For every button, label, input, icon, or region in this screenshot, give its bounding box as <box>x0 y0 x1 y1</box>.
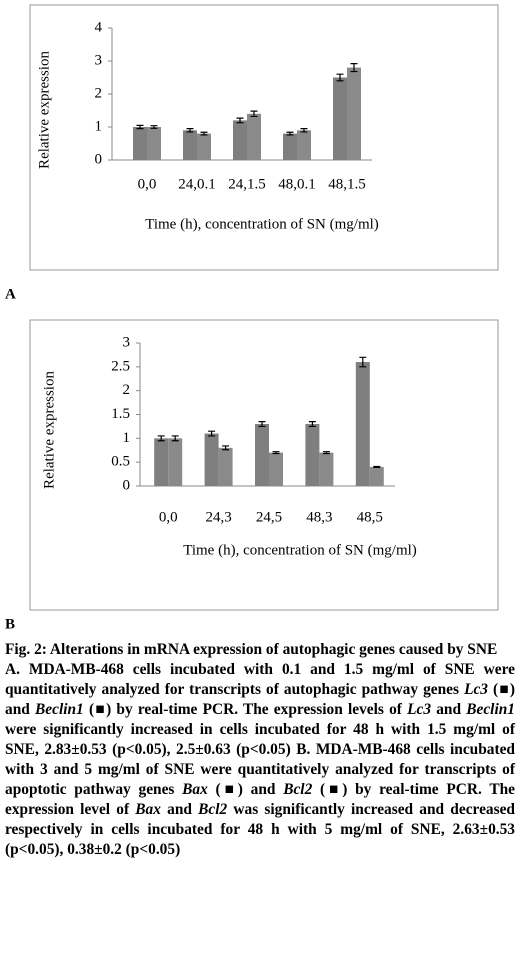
y-axis-label: Relative expression <box>41 371 57 489</box>
error-bar <box>236 117 244 124</box>
caption-text: (■) by real-time PCR. The expression lev… <box>83 701 408 718</box>
error-bar <box>286 131 294 136</box>
caption-text: (■) and <box>5 681 515 718</box>
error-bar <box>150 125 158 129</box>
y-tick-label: 1.5 <box>111 406 130 422</box>
bar <box>319 452 334 486</box>
y-tick-label: 0 <box>95 151 103 167</box>
error-bar <box>186 128 194 133</box>
gene-name: Beclin1 <box>466 701 515 718</box>
bar <box>333 77 347 160</box>
y-tick-label: 0.5 <box>111 454 130 470</box>
x-tick-label: 0,0 <box>138 176 157 192</box>
y-tick-label: 4 <box>95 19 103 35</box>
error-bar <box>200 131 208 136</box>
x-tick-label: 48,3 <box>306 509 332 525</box>
bar <box>154 438 169 486</box>
bar <box>369 466 384 486</box>
gene-name: Bcl2 <box>283 781 313 798</box>
y-tick-label: 2.5 <box>111 358 130 374</box>
bar <box>269 452 283 486</box>
error-bar <box>300 128 308 133</box>
x-tick-label: 24,3 <box>205 509 231 525</box>
error-bar <box>272 451 280 455</box>
error-bar <box>373 465 381 469</box>
y-tick-label: 3 <box>123 334 131 350</box>
bar <box>204 433 219 486</box>
bar <box>218 447 233 486</box>
bar <box>347 67 361 160</box>
x-tick-label: 48,1.5 <box>328 176 366 192</box>
figure: A B 0 1 2 3 4 Time (h), concentration of SN (… <box>5 4 499 630</box>
x-tick-label: 24,1.5 <box>228 176 266 192</box>
chart-frame <box>29 4 499 271</box>
gene-name: Bcl2 <box>198 801 228 818</box>
y-tick-label: 3 <box>95 52 103 68</box>
caption: Fig. 2: Alterations in mRNA expression o… <box>5 640 515 860</box>
error-bar <box>359 356 367 368</box>
x-tick-label: 48,0.1 <box>278 176 316 192</box>
x-tick-label: 24,0.1 <box>178 176 216 192</box>
x-tick-label: 48,5 <box>357 509 383 525</box>
gene-name: Bax <box>135 801 161 818</box>
caption-body: A. MDA-MB-468 cells incubated with 0.1 a… <box>5 660 515 860</box>
caption-text: (■) by real-time PCR. The expression lev… <box>5 781 515 818</box>
error-bar <box>322 451 330 455</box>
error-bar <box>208 430 216 437</box>
caption-title: Fig. 2: Alterations in mRNA expression o… <box>5 641 498 658</box>
bar <box>355 362 370 486</box>
y-tick-label: 2 <box>123 382 131 398</box>
panel-label: B <box>5 616 15 630</box>
caption-text: and <box>160 801 199 818</box>
bar <box>147 127 161 160</box>
caption-text: was significantly increased and decrease… <box>5 801 515 858</box>
caption-text: (■) and <box>207 781 284 798</box>
error-bar <box>350 63 358 73</box>
error-bar <box>222 445 230 451</box>
caption-text: and <box>431 701 467 718</box>
y-tick-label: 2 <box>95 85 103 101</box>
bar <box>305 424 320 486</box>
y-tick-label: 1 <box>123 430 131 446</box>
bar <box>133 127 147 160</box>
bar <box>255 424 269 486</box>
bar <box>297 130 311 160</box>
x-tick-label: 24,5 <box>256 509 282 525</box>
caption-text: were significantly increased in cells in… <box>5 721 515 798</box>
error-bar <box>157 435 165 442</box>
bar <box>183 130 197 160</box>
gene-name: Lc3 <box>464 681 488 698</box>
y-tick-label: 1 <box>95 118 103 134</box>
x-axis-label: Time (h), concentration of SN (mg/ml) <box>183 542 417 558</box>
error-bar <box>250 110 258 118</box>
bar <box>233 120 247 160</box>
bar <box>168 438 183 486</box>
panel-label: A <box>5 286 16 302</box>
caption-text: A. MDA-MB-468 cells incubated with 0.1 a… <box>5 661 515 698</box>
y-axis-label: Relative expression <box>36 51 52 169</box>
gene-name: Bax <box>182 781 208 798</box>
bar <box>197 133 211 160</box>
x-axis-label: Time (h), concentration of SN (mg/ml) <box>145 216 379 232</box>
gene-name: Beclin1 <box>35 701 84 718</box>
error-bar <box>136 124 144 130</box>
error-bar <box>171 435 179 442</box>
x-tick-label: 0,0 <box>159 509 178 525</box>
error-bar <box>336 73 344 82</box>
gene-name: Lc3 <box>407 701 432 718</box>
chart-frame <box>29 319 499 611</box>
bar <box>247 113 261 160</box>
bar <box>283 133 297 160</box>
y-tick-label: 0 <box>123 477 131 493</box>
error-bar <box>308 421 316 428</box>
error-bar <box>258 421 266 428</box>
